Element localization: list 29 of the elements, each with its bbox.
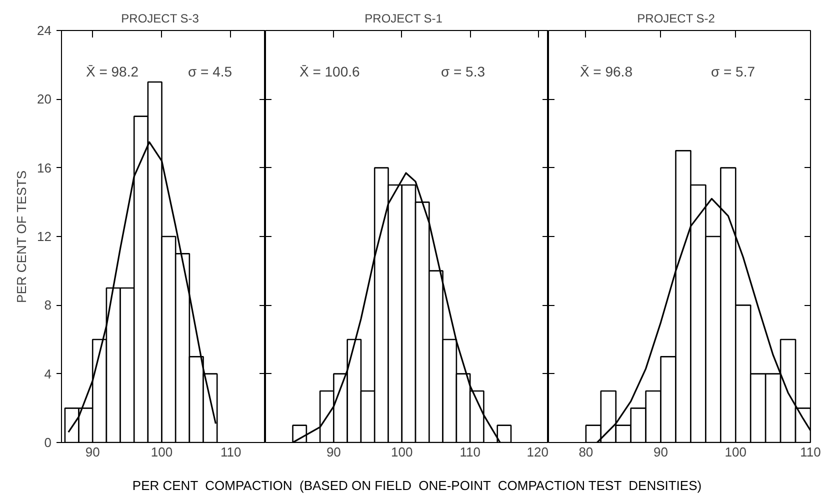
annotation: σ = 5.7 [710, 64, 756, 80]
y-tick-label: 16 [37, 160, 52, 176]
annotation: X̄ = 100.6 [299, 64, 360, 80]
y-tick-label: 8 [44, 298, 52, 313]
annotation: X̄ = 98.2 [86, 64, 139, 80]
annotation: σ = 5.3 [440, 64, 486, 80]
x-tick-label: 100 [150, 444, 173, 460]
chart-title: PROJECT S-1 [364, 12, 443, 26]
chart-title: PROJECT S-2 [637, 12, 716, 26]
annotation: X̄ = 96.8 [580, 64, 633, 80]
x-tick-label: 120 [526, 444, 549, 460]
x-tick-label: 90 [654, 444, 668, 460]
x-tick-label: 90 [326, 444, 341, 460]
x-tick-label: 100 [724, 444, 746, 460]
x-tick-label: 100 [391, 444, 413, 460]
x-tick-label: 90 [85, 444, 100, 460]
x-tick-label: 110 [460, 444, 480, 460]
y-tick-label: 0 [44, 435, 52, 450]
x-tick-label: 110 [220, 444, 242, 460]
x-tick-label: 110 [800, 444, 821, 460]
y-tick-label: 4 [44, 366, 52, 382]
x-axis-title: PER CENT COMPACTION (BASED ON FIELD ONE-POINT COMPACTION TEST DENSITIES) [132, 477, 702, 495]
annotation: σ = 4.5 [188, 64, 232, 80]
y-axis-title: PER CENT OF TESTS [14, 170, 30, 303]
x-tick-label: 80 [578, 444, 594, 460]
y-tick-label: 24 [37, 23, 52, 38]
chart-title: PROJECT S-3 [121, 12, 200, 26]
y-tick-label: 12 [37, 229, 52, 244]
y-tick-label: 20 [37, 92, 52, 107]
